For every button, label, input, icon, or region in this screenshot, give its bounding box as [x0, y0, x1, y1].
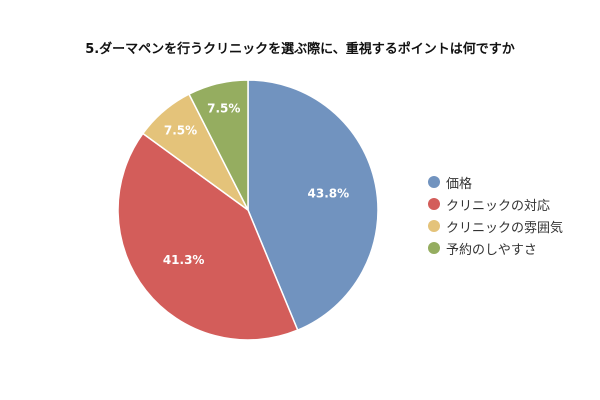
legend-label-booking-ease: 予約のしやすさ: [446, 242, 537, 258]
legend: 価格 クリニックの対応 クリニックの雰囲気 予約のしやすさ: [428, 171, 563, 259]
legend-marker-clinic-service: [428, 198, 440, 210]
chart-title: 5.ダーマペンを行うクリニックを選ぶ際に、重視するポイントは何ですか: [85, 42, 515, 57]
legend-marker-price: [428, 176, 440, 188]
legend-label-clinic-service: クリニックの対応: [446, 198, 551, 214]
pie-label-clinic-service: 41.3%: [163, 253, 205, 267]
pie-label-price: 43.8%: [308, 187, 350, 201]
pie-label-clinic-atmosphere: 7.5%: [164, 123, 197, 137]
legend-item-booking-ease[interactable]: 予約のしやすさ: [428, 237, 563, 259]
pie-label-booking-ease: 7.5%: [207, 101, 240, 115]
pie-slice-clinic-service[interactable]: [117, 132, 299, 341]
legend-marker-booking-ease: [428, 242, 440, 254]
legend-item-price[interactable]: 価格: [428, 171, 563, 193]
pie-value-labels: 43.8% 41.3% 7.5% 7.5%: [163, 101, 349, 267]
legend-label-price: 価格: [446, 176, 473, 192]
legend-marker-clinic-atmosphere: [428, 220, 440, 232]
legend-label-clinic-atmosphere: クリニックの雰囲気: [446, 220, 564, 236]
pie-slice-price[interactable]: [247, 79, 379, 332]
legend-item-clinic-service[interactable]: クリニックの対応: [428, 193, 563, 215]
pie-slices: [117, 79, 379, 341]
pie-slice-booking-ease[interactable]: [188, 79, 249, 211]
legend-item-clinic-atmosphere[interactable]: クリニックの雰囲気: [428, 215, 563, 237]
